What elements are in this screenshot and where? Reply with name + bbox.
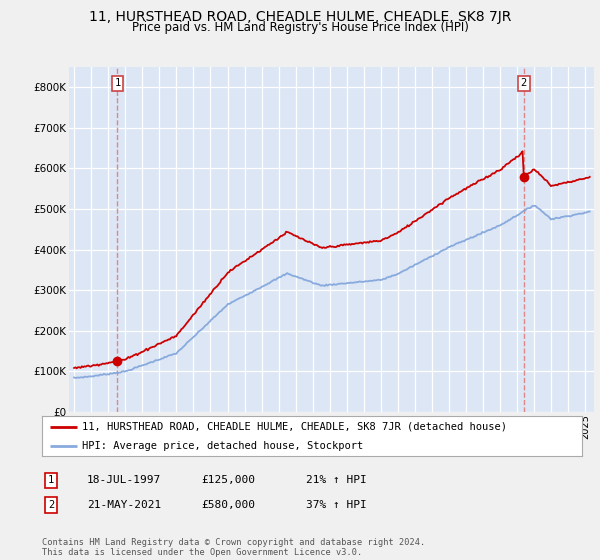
- Text: 11, HURSTHEAD ROAD, CHEADLE HULME, CHEADLE, SK8 7JR: 11, HURSTHEAD ROAD, CHEADLE HULME, CHEAD…: [89, 10, 511, 24]
- Text: Contains HM Land Registry data © Crown copyright and database right 2024.
This d: Contains HM Land Registry data © Crown c…: [42, 538, 425, 557]
- Text: 18-JUL-1997: 18-JUL-1997: [87, 475, 161, 486]
- Text: 2: 2: [521, 78, 527, 88]
- Text: 21% ↑ HPI: 21% ↑ HPI: [306, 475, 367, 486]
- Text: HPI: Average price, detached house, Stockport: HPI: Average price, detached house, Stoc…: [83, 441, 364, 451]
- Text: 37% ↑ HPI: 37% ↑ HPI: [306, 500, 367, 510]
- Text: £125,000: £125,000: [201, 475, 255, 486]
- Text: 1: 1: [48, 475, 54, 486]
- Text: 2: 2: [48, 500, 54, 510]
- Text: £580,000: £580,000: [201, 500, 255, 510]
- Text: Price paid vs. HM Land Registry's House Price Index (HPI): Price paid vs. HM Land Registry's House …: [131, 21, 469, 34]
- Text: 1: 1: [114, 78, 121, 88]
- Text: 21-MAY-2021: 21-MAY-2021: [87, 500, 161, 510]
- Text: 11, HURSTHEAD ROAD, CHEADLE HULME, CHEADLE, SK8 7JR (detached house): 11, HURSTHEAD ROAD, CHEADLE HULME, CHEAD…: [83, 422, 508, 432]
